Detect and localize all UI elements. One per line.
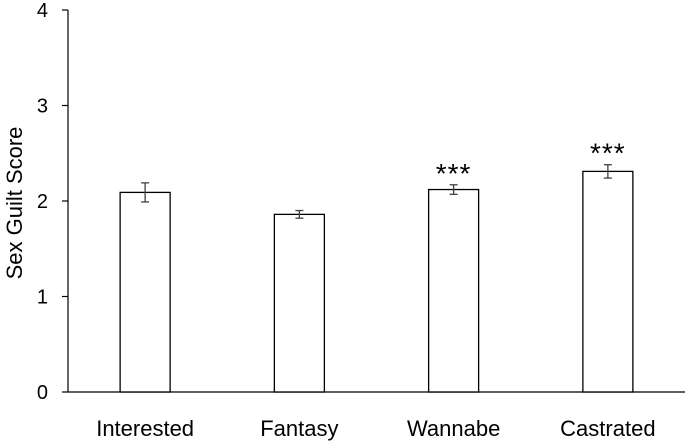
significance-annotations: *** *** [436, 138, 626, 189]
bar [119, 191, 171, 393]
bar [427, 188, 480, 393]
significance-marker: *** [436, 158, 472, 189]
bars [119, 170, 634, 393]
bar [582, 170, 634, 393]
x-category-label: Castrated [560, 416, 655, 441]
y-tick-label: 2 [37, 191, 48, 213]
y-axis: 0 1 2 3 4 [37, 0, 69, 404]
y-tick-label: 4 [37, 0, 48, 22]
y-tick-label: 0 [37, 382, 48, 404]
y-axis-label: Sex Guilt Score [2, 127, 27, 280]
x-category-label: Interested [96, 416, 194, 441]
x-axis: Interested Fantasy Wannabe Castrated [68, 391, 685, 441]
bar [273, 213, 326, 393]
y-tick-label: 1 [37, 287, 48, 309]
significance-marker: *** [590, 138, 626, 169]
y-tick-label: 3 [37, 96, 48, 118]
x-category-label: Fantasy [260, 416, 338, 441]
error-bars [141, 164, 612, 219]
x-category-label: Wannabe [407, 416, 500, 441]
